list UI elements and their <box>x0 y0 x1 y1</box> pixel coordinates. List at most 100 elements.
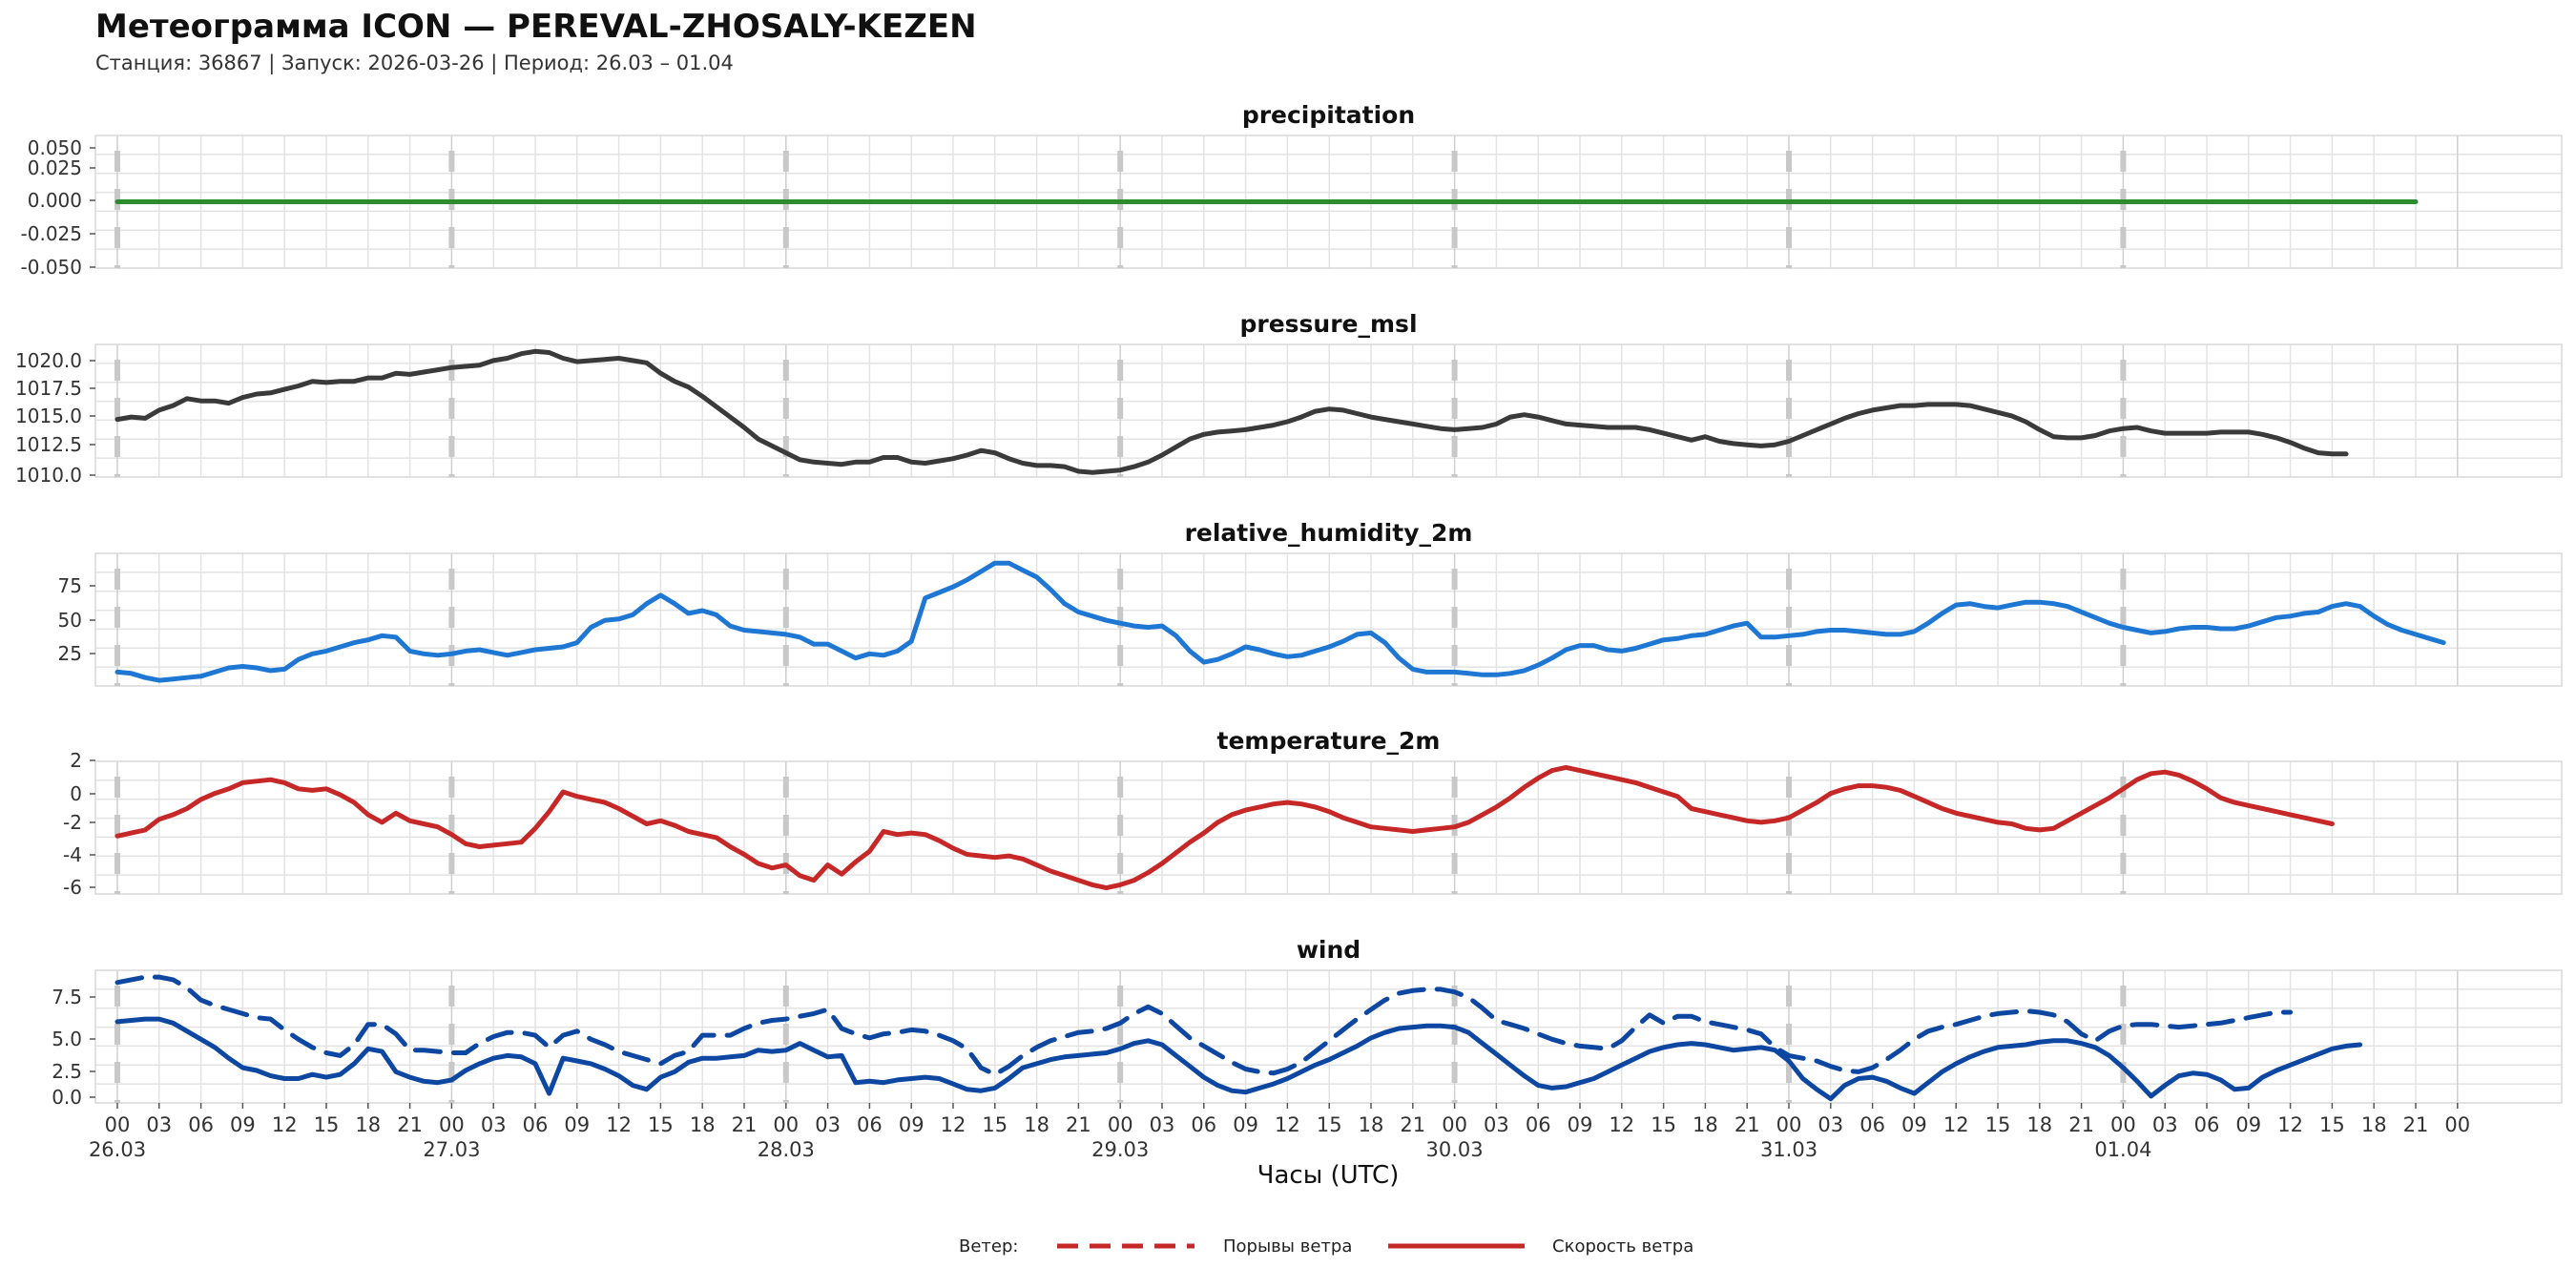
x-tick-hour-label: 15 <box>982 1113 1008 1136</box>
x-tick-hour-label: 00 <box>1108 1113 1133 1136</box>
x-tick-hour-label: 09 <box>2235 1113 2261 1136</box>
day-separators <box>114 151 2127 268</box>
x-tick-hour-label: 15 <box>1317 1113 1342 1136</box>
x-tick-hour-label: 03 <box>2152 1113 2178 1136</box>
x-tick-day-label: 29.03 <box>1091 1138 1149 1161</box>
x-tick-hour-label: 03 <box>481 1113 507 1136</box>
y-tick-label: -0.050 <box>21 256 82 279</box>
x-tick-hour-label: 00 <box>439 1113 465 1136</box>
series-line-pressure_msl <box>114 348 2349 475</box>
x-tick-day-label: 27.03 <box>423 1138 480 1161</box>
series-line-Скорость-ветра <box>114 1016 2363 1102</box>
x-tick-hour-label: 21 <box>1735 1113 1760 1136</box>
y-tick-label: 0 <box>70 782 82 805</box>
y-tick-label: -6 <box>63 876 82 899</box>
legend-title: Ветер: <box>959 1236 1018 1257</box>
panels-layer: precipitation0.0500.0250.000-0.025-0.050… <box>15 101 2563 1109</box>
x-tick-hour-label: 06 <box>188 1113 214 1136</box>
x-tick-hour-label: 21 <box>1400 1113 1425 1136</box>
y-tick-label: 1012.5 <box>15 433 82 456</box>
y-tick-label: -2 <box>63 811 82 834</box>
x-tick-hour-label: 09 <box>1568 1113 1593 1136</box>
x-tick-hour-label: 18 <box>1693 1113 1718 1136</box>
x-tick-hour-label: 09 <box>1233 1113 1258 1136</box>
x-tick-day-label: 31.03 <box>1760 1138 1818 1161</box>
y-tick-label: 0.0 <box>52 1086 82 1109</box>
x-tick-hour-label: 15 <box>2319 1113 2345 1136</box>
y-tick-label: 0.025 <box>28 156 82 179</box>
x-tick-hour-label: 09 <box>899 1113 924 1136</box>
x-tick-hour-label: 00 <box>105 1113 131 1136</box>
page-title: Метеограмма ICON — PEREVAL-ZHOSALY-KEZEN <box>95 8 977 46</box>
x-tick-hour-label: 03 <box>815 1113 841 1136</box>
y-tick-label: 7.5 <box>52 986 82 1008</box>
y-tick-label: 25 <box>58 642 82 665</box>
x-tick-hour-label: 12 <box>2277 1113 2303 1136</box>
series-line-Порывы-ветра <box>114 974 2294 1077</box>
y-tick-label: 2 <box>70 749 82 772</box>
y-tick-label: 1017.5 <box>15 377 82 400</box>
x-tick-hour-label: 06 <box>523 1113 549 1136</box>
y-tick-label: 2.5 <box>52 1060 82 1083</box>
x-tick-hour-label: 06 <box>1191 1113 1216 1136</box>
y-tick-label: 0.000 <box>28 189 82 212</box>
x-tick-hour-label: 03 <box>1150 1113 1175 1136</box>
y-tick-label: 1015.0 <box>15 405 82 427</box>
x-tick-day-label: 28.03 <box>758 1138 815 1161</box>
panel-title-precipitation: precipitation <box>1242 101 1415 129</box>
x-tick-day-label: 26.03 <box>89 1138 146 1161</box>
x-tick-hour-label: 15 <box>1651 1113 1676 1136</box>
series-line-relative_humidity_2m <box>114 560 2446 683</box>
y-tick-label: 1010.0 <box>15 464 82 487</box>
panel-title-temperature_2m: temperature_2m <box>1217 727 1441 755</box>
x-tick-hour-label: 06 <box>1526 1113 1551 1136</box>
x-tick-hour-label: 18 <box>2026 1113 2052 1136</box>
grid-vertical <box>116 761 2459 894</box>
x-axis-label: Часы (UTC) <box>1257 1161 1400 1190</box>
x-tick-day-label: 30.03 <box>1426 1138 1484 1161</box>
x-tick-hour-label: 18 <box>355 1113 381 1136</box>
x-tick-hour-label: 15 <box>314 1113 340 1136</box>
x-tick-hour-label: 12 <box>941 1113 966 1136</box>
x-tick-hour-label: 00 <box>1442 1113 1467 1136</box>
panel-wind: wind 7.5 5.0 2.5 0.0 <box>52 936 2563 1109</box>
x-tick-hour-label: 09 <box>564 1113 590 1136</box>
panel-frame <box>94 135 2563 269</box>
y-axis: 7.5 5.0 2.5 0.0 <box>52 986 95 1109</box>
x-tick-hour-label: 21 <box>2403 1113 2429 1136</box>
x-tick-hour-label: 09 <box>1901 1113 1927 1136</box>
y-tick-label: 0.050 <box>28 136 82 159</box>
x-tick-hour-label: 18 <box>1024 1113 1049 1136</box>
y-tick-label: 75 <box>58 574 82 597</box>
x-tick-hour-label: 00 <box>2444 1113 2470 1136</box>
x-tick-day-label: 01.04 <box>2094 1138 2151 1161</box>
x-tick-hour-label: 00 <box>773 1113 799 1136</box>
x-tick-hour-label: 12 <box>1943 1113 1969 1136</box>
legend: Ветер: Порывы ветра Скорость ветра <box>959 1236 1693 1257</box>
x-tick-hour-label: 15 <box>648 1113 674 1136</box>
panel-relative_humidity_2m: relative_humidity_2m 75 50 25 <box>58 519 2563 687</box>
panel-temperature_2m: temperature_2m 2 0 -2 -4 -6 <box>63 727 2563 899</box>
legend-gust-label: Порывы ветра <box>1223 1236 1352 1257</box>
x-tick-hour-label: 21 <box>732 1113 758 1136</box>
y-tick-label: 50 <box>58 609 82 632</box>
x-tick-hour-label: 15 <box>1985 1113 2011 1136</box>
x-tick-hour-label: 00 <box>1776 1113 1802 1136</box>
x-tick-hour-label: 09 <box>230 1113 256 1136</box>
y-tick-label: -0.025 <box>21 222 82 245</box>
x-tick-hour-label: 18 <box>2361 1113 2387 1136</box>
x-tick-hour-label: 21 <box>1066 1113 1091 1136</box>
panel-frame <box>94 343 2563 478</box>
x-tick-hour-label: 18 <box>1359 1113 1384 1136</box>
panel-title-relative_humidity_2m: relative_humidity_2m <box>1185 519 1473 547</box>
y-tick-label: 1020.0 <box>15 349 82 372</box>
x-tick-hour-label: 06 <box>2194 1113 2220 1136</box>
x-tick-hour-label: 03 <box>1484 1113 1509 1136</box>
legend-speed-label: Скорость ветра <box>1552 1236 1693 1257</box>
y-axis: 75 50 25 <box>58 574 95 665</box>
y-tick-label: 5.0 <box>52 1028 82 1050</box>
x-tick-hour-label: 03 <box>1818 1113 1843 1136</box>
